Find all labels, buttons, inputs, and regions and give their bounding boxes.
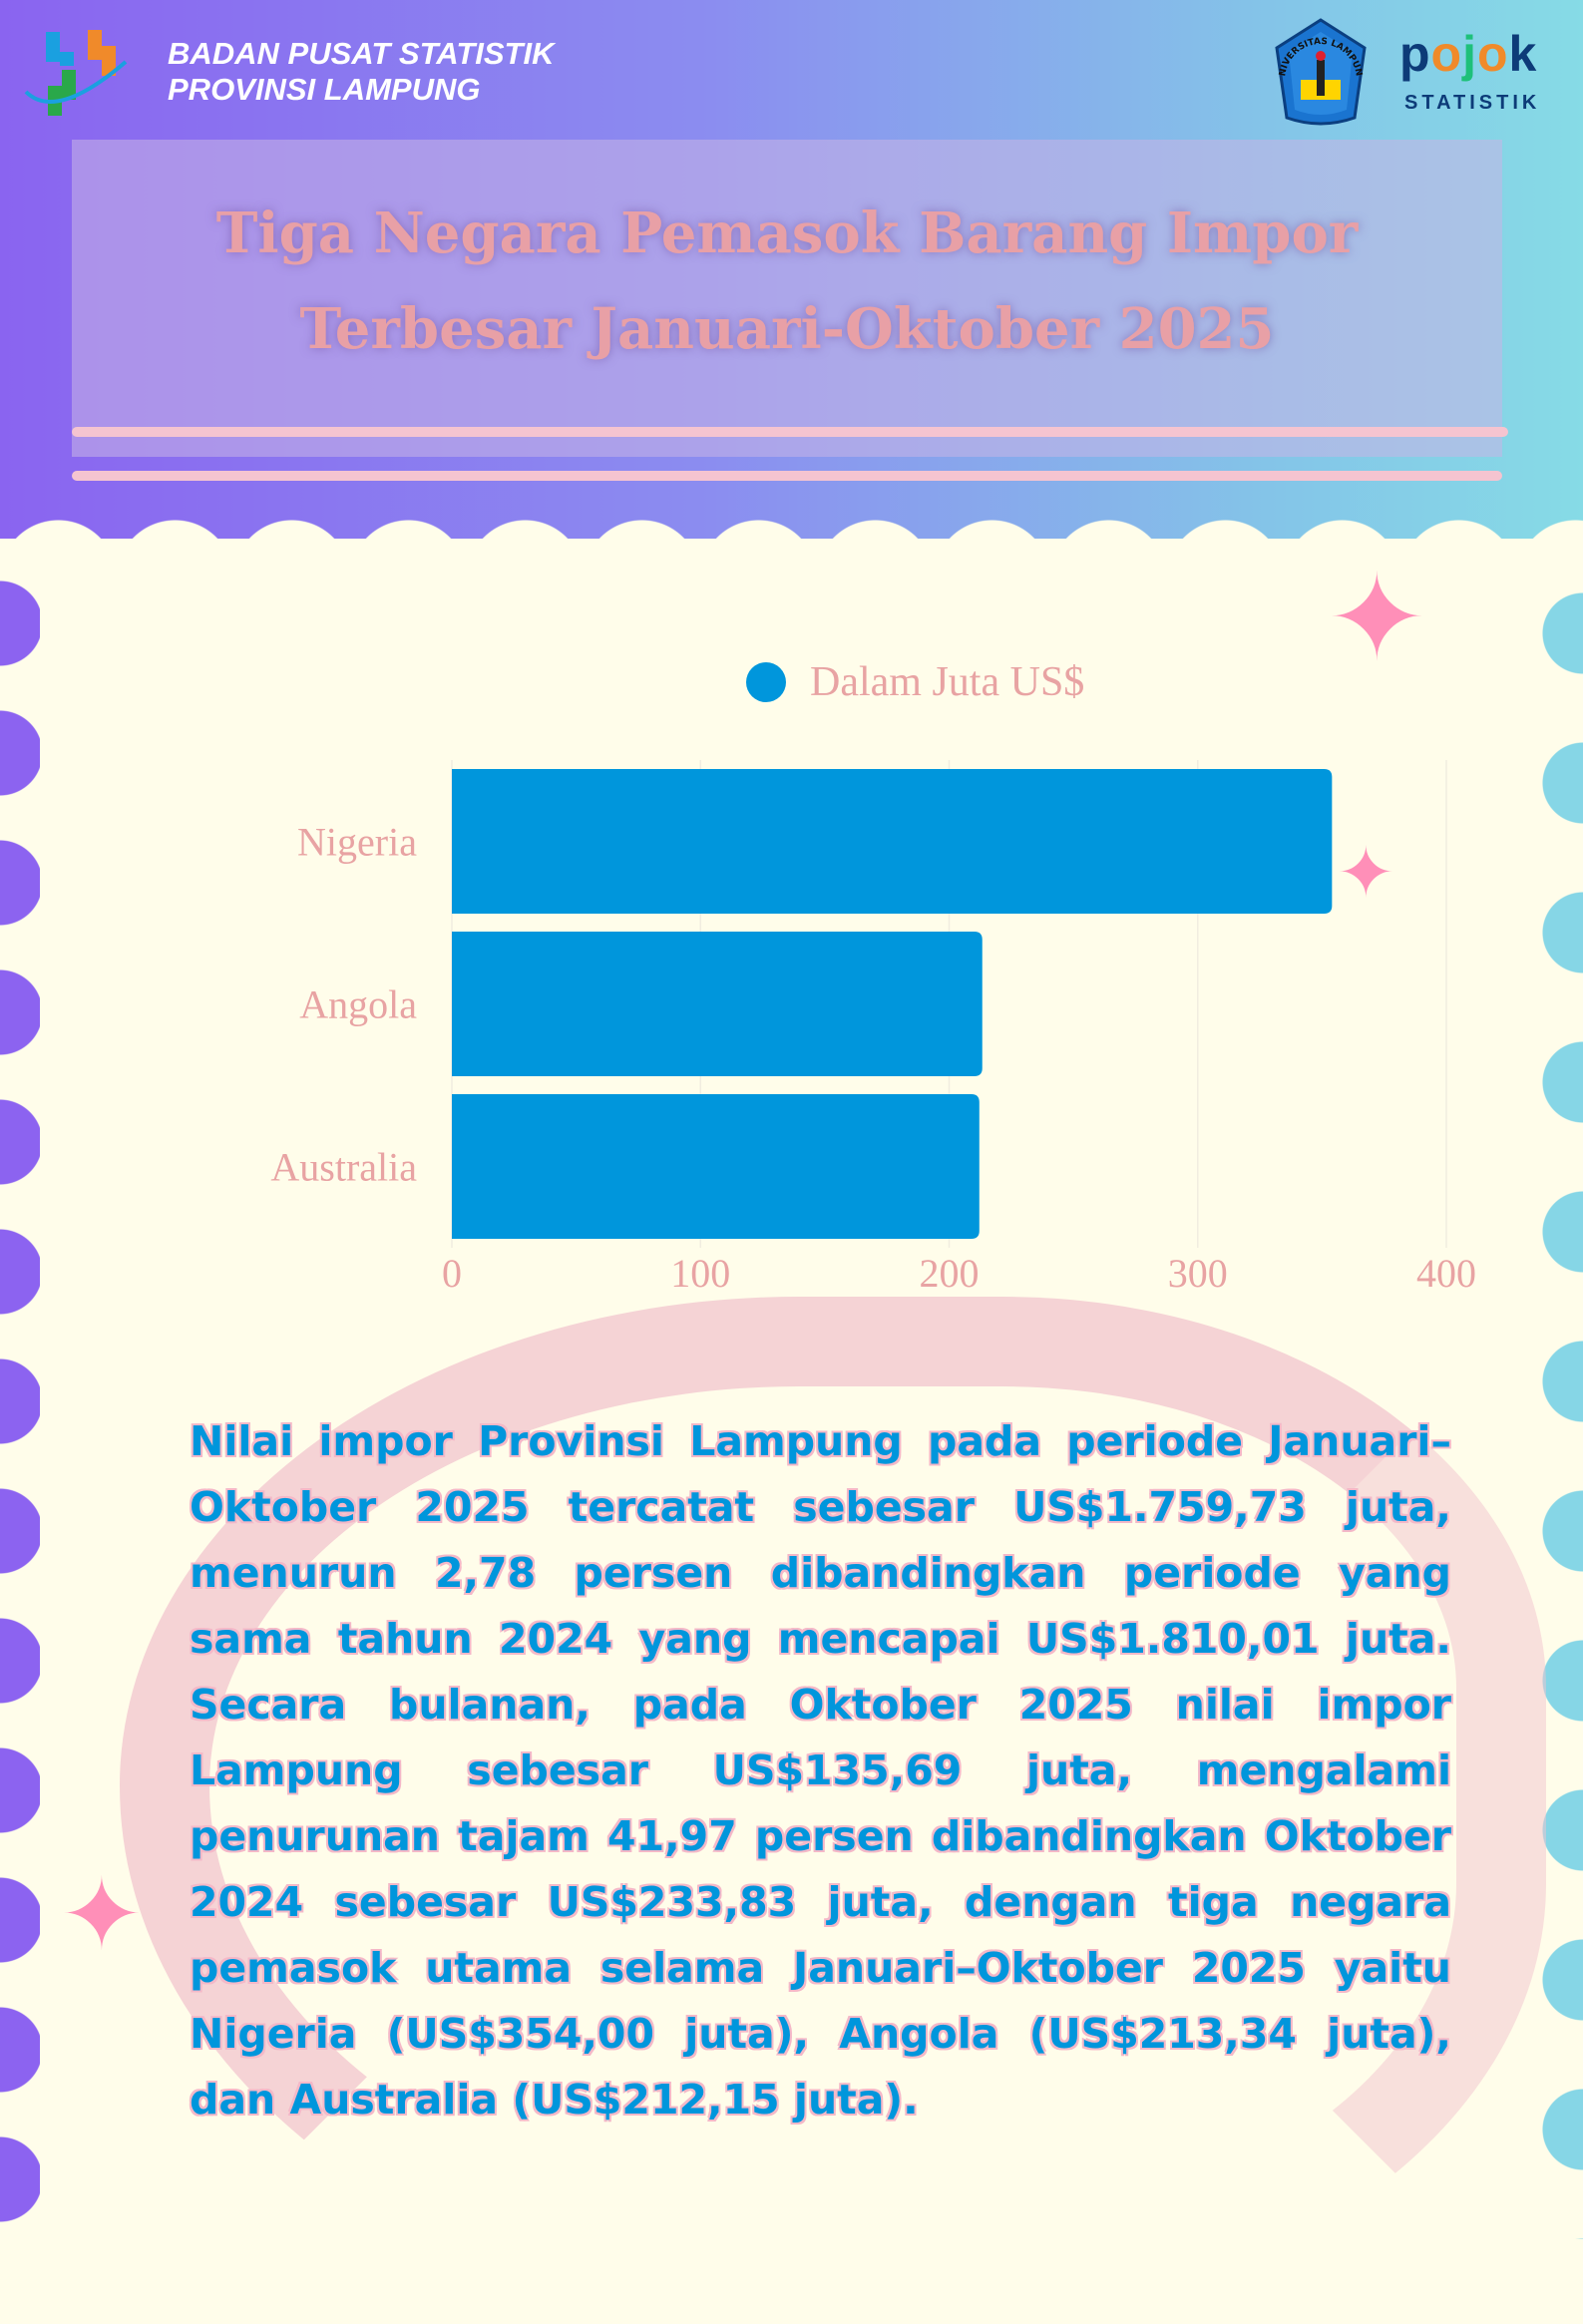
paragraph-line: Lampung sebesar US$135,69 juta, mengalam… [190,1746,1451,1794]
x-tick-label: 400 [1416,1251,1476,1296]
org-line2: PROVINSI LAMPUNG [168,72,481,107]
title-panel [72,140,1502,457]
decorative-line [72,471,1502,481]
university-logo-icon: UNIVERSITAS LAMPUNG [1265,18,1367,126]
x-tick-label: 200 [920,1251,980,1296]
legend-label: Dalam Juta US$ [810,659,1085,705]
paragraph-line: Nigeria (US$354,00 juta), Angola (US$213… [190,2010,1451,2058]
category-label: Australia [270,1145,417,1190]
x-tick-label: 100 [670,1251,730,1296]
paragraph-line: Secara bulanan, pada Oktober 2025 nilai … [190,1681,1451,1729]
description-paragraph: Nilai impor Provinsi Lampung pada period… [190,1408,1451,2132]
legend-swatch [746,662,786,702]
x-tick-label: 300 [1168,1251,1228,1296]
left-wave-decoration [0,559,40,2239]
decorative-line [72,427,1508,437]
paragraph-line: penurunan tajam 41,97 persen dibandingka… [190,1812,1451,1860]
paragraph-line: dan Australia (US$212,15 juta). [190,2076,919,2124]
title-line2: Terbesar Januari-Oktober 2025 [299,296,1275,362]
category-label: Angola [299,982,417,1027]
bar-angola [452,932,983,1076]
paragraph-line: Nilai impor Provinsi Lampung pada period… [190,1417,1451,1465]
category-label: Nigeria [297,820,417,865]
title-line1: Tiga Negara Pemasok Barang Impor [215,200,1359,266]
bar-chart: Nigeria Angola Australia 0 100 200 300 400 [270,760,1476,1296]
organization-name: BADAN PUSAT STATISTIK PROVINSI LAMPUNG [168,36,555,108]
page-title: Tiga Negara Pemasok Barang Impor Terbesa… [72,186,1502,377]
x-tick-label: 0 [442,1251,462,1296]
sparkle-icon: ✦ [60,1859,144,1971]
paragraph-line: Oktober 2025 tercatat sebesar US$1.759,7… [190,1483,1451,1531]
pojok-subtitle: STATISTIK [1404,92,1541,114]
paragraph-line: sama tahun 2024 yang mencapai US$1.810,0… [190,1615,1451,1663]
bps-logo-icon [24,30,128,116]
body-background [0,539,1583,579]
paragraph-line: 2024 sebesar US$233,83 juta, dengan tiga… [190,1878,1451,1926]
sparkle-icon: ✦ [1337,834,1395,912]
org-line1: BADAN PUSAT STATISTIK [168,36,555,71]
chart-legend: Dalam Juta US$ [746,658,1084,706]
sparkle-icon: ✦ [1327,552,1427,685]
bar-australia [452,1094,980,1239]
paragraph-line: menurun 2,78 persen dibandingkan periode… [190,1549,1451,1597]
paragraph-line: pemasok utama selama Januari–Oktober 202… [190,1944,1451,1992]
bar-nigeria [452,769,1333,914]
pojok-logo: pojok [1399,26,1538,82]
